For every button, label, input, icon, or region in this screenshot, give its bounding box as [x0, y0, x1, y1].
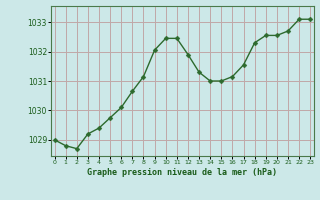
X-axis label: Graphe pression niveau de la mer (hPa): Graphe pression niveau de la mer (hPa): [87, 168, 277, 177]
